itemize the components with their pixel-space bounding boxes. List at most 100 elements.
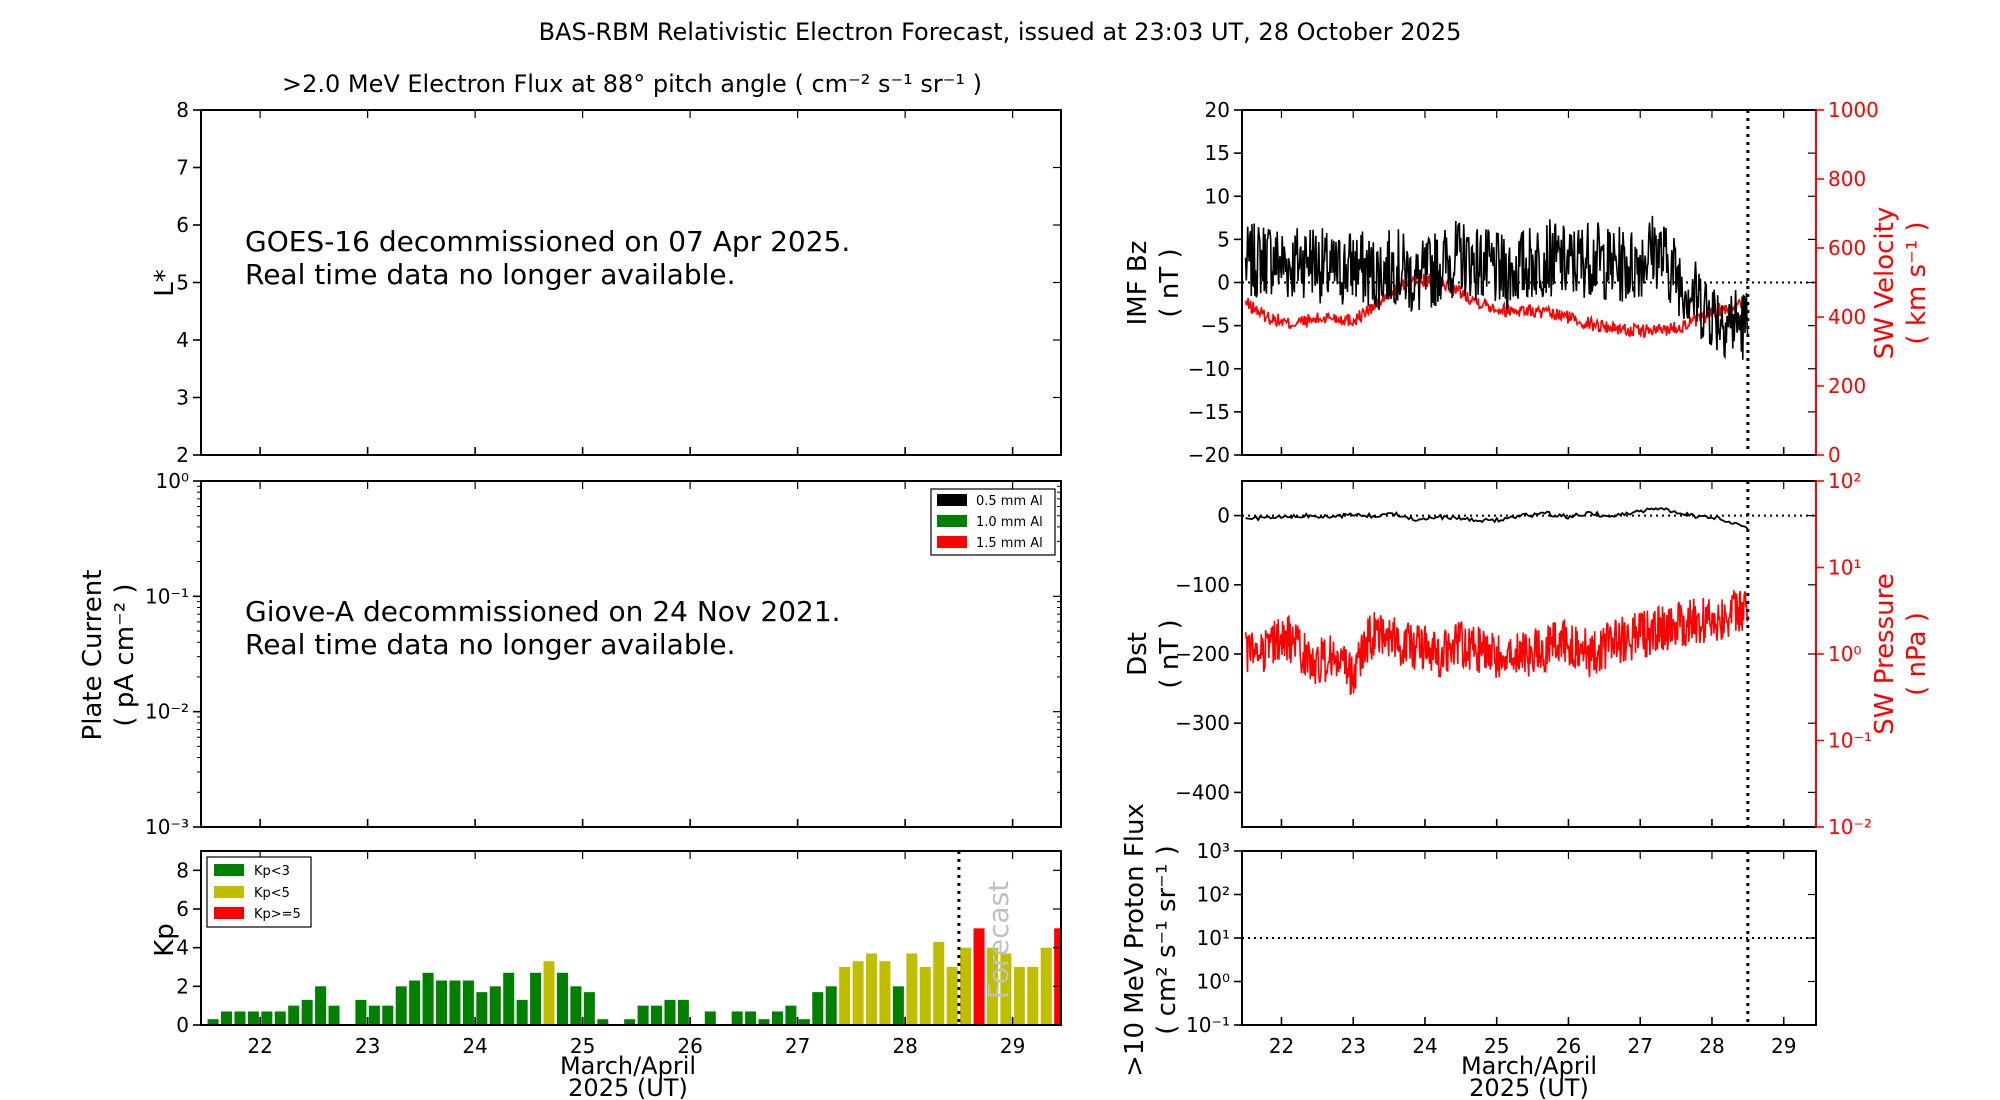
kp-bar — [1013, 967, 1025, 1025]
y-tick-label: −15 — [1188, 400, 1230, 424]
y-tick-label: 10⁻¹ — [1186, 1013, 1230, 1037]
legend-label-1.0mm: 1.0 mm Al — [976, 515, 1043, 530]
kp-bar — [368, 1005, 380, 1025]
x-tick-label: 22 — [1269, 1034, 1294, 1058]
x-tick-label: 27 — [785, 1034, 810, 1058]
kp-bar — [651, 1005, 663, 1025]
kp-xlabel-line1: March/April — [560, 1052, 696, 1080]
kp-bar — [503, 972, 515, 1025]
kp-bar — [785, 1005, 797, 1025]
y2-tick-label: 10¹ — [1828, 556, 1861, 580]
proton-xlabel-line2: 2025 (UT) — [1469, 1074, 1589, 1100]
y2-tick-label: 0 — [1828, 443, 1841, 467]
y-tick-label: 15 — [1205, 141, 1230, 165]
kp-legend: Kp<3 Kp<5 Kp>=5 — [206, 856, 312, 928]
x-tick-label: 23 — [1340, 1034, 1365, 1058]
kp-bar — [449, 980, 461, 1025]
imf-panel: IMF Bz ( nT ) SW Velocity ( km s⁻¹ ) 20 1… — [1123, 98, 1932, 467]
x-tick-label: 29 — [1771, 1034, 1796, 1058]
x-tick-label: 27 — [1627, 1034, 1652, 1058]
kp-xlabel-line2: 2025 (UT) — [568, 1074, 688, 1100]
y-tick-label: −400 — [1175, 780, 1230, 804]
legend-swatch-1.5mm — [937, 536, 967, 548]
y-tick-label: 10⁰ — [1197, 970, 1230, 994]
proton-flux-panel: >10 MeV Proton Flux ( cm² s⁻¹ sr⁻¹ ) 10³… — [1120, 803, 1817, 1100]
legend-swatch-1.0mm — [937, 515, 967, 527]
plate-current-ylabel-line2: ( pA cm⁻² ) — [110, 583, 140, 726]
y-tick-label: 2 — [176, 443, 189, 467]
kp-bar — [355, 999, 367, 1025]
kp-legend-swatch-high — [214, 907, 244, 919]
kp-forecast-label: Forecast — [982, 881, 1015, 1000]
y2-tick-label: 200 — [1828, 374, 1866, 398]
kp-bar — [704, 1011, 716, 1025]
y-tick-label: 2 — [176, 974, 189, 998]
plate-current-annotation-line2: Real time data no longer available. — [245, 628, 736, 661]
kp-bar — [301, 999, 313, 1025]
figure-title: BAS-RBM Relativistic Electron Forecast, … — [539, 18, 1462, 46]
kp-bar — [207, 1019, 219, 1025]
y-tick-label: 6 — [176, 213, 189, 237]
x-tick-label: 25 — [570, 1034, 595, 1058]
y2-tick-label: 10⁰ — [1828, 642, 1861, 666]
x-tick-label: 26 — [1556, 1034, 1581, 1058]
y-tick-label: −5 — [1201, 314, 1230, 338]
y2-tick-label: 10⁻¹ — [1828, 729, 1872, 753]
kp-bar — [879, 961, 891, 1025]
kp-bar — [839, 967, 851, 1025]
kp-legend-label-low: Kp<3 — [254, 864, 290, 879]
dst-ylabel-line1: Dst — [1123, 632, 1153, 676]
kp-bar — [758, 1019, 770, 1025]
kp-bar — [570, 986, 582, 1025]
kp-bar — [919, 967, 931, 1025]
electron-flux-panel: >2.0 MeV Electron Flux at 88° pitch angl… — [150, 70, 1062, 467]
kp-bar — [677, 999, 689, 1025]
x-tick-label: 24 — [462, 1034, 487, 1058]
kp-bar — [973, 928, 985, 1025]
x-tick-label: 29 — [1000, 1034, 1025, 1058]
y2-tick-label: 10⁻² — [1828, 815, 1872, 839]
x-tick-label: 28 — [892, 1034, 917, 1058]
kp-bar — [812, 992, 824, 1025]
y-tick-label: 10⁰ — [156, 469, 189, 493]
x-tick-label: 25 — [1484, 1034, 1509, 1058]
y-tick-label: 7 — [176, 156, 189, 180]
electron-flux-plot-area — [200, 109, 1062, 456]
x-tick-label: 23 — [355, 1034, 380, 1058]
y-tick-label: −20 — [1188, 443, 1230, 467]
legend-swatch-0.5mm — [937, 494, 967, 506]
y2-tick-label: 10² — [1828, 469, 1861, 493]
imf-ylabel-line1: IMF Bz — [1123, 241, 1153, 326]
electron-flux-annotation-line2: Real time data no longer available. — [245, 258, 736, 291]
x-tick-label: 24 — [1412, 1034, 1437, 1058]
imf-bz-line — [1244, 215, 1749, 360]
kp-legend-swatch-low — [214, 864, 244, 876]
sw-velocity-ylabel-line1: SW Velocity — [1870, 207, 1900, 359]
kp-bar — [543, 961, 555, 1025]
y-tick-label: −100 — [1175, 573, 1230, 597]
kp-bar — [906, 953, 918, 1025]
imf-ylabel-line2: ( nT ) — [1155, 248, 1185, 317]
kp-bar — [986, 947, 998, 1025]
plate-current-ylabel-line1: Plate Current — [78, 570, 108, 741]
y2-tick-label: 400 — [1828, 305, 1866, 329]
electron-flux-ylabel: L* — [150, 269, 180, 297]
y2-tick-label: 800 — [1828, 167, 1866, 191]
kp-bar — [221, 1011, 233, 1025]
kp-bar — [436, 980, 448, 1025]
kp-bar — [1027, 967, 1039, 1025]
y-tick-label: −300 — [1175, 711, 1230, 735]
kp-bar — [637, 1005, 649, 1025]
electron-flux-title: >2.0 MeV Electron Flux at 88° pitch angl… — [282, 70, 982, 98]
kp-bar — [1040, 947, 1052, 1025]
y2-tick-label: 600 — [1828, 236, 1866, 260]
kp-bar — [1000, 953, 1012, 1025]
y-tick-label: −200 — [1175, 642, 1230, 666]
kp-plot-area — [201, 851, 1061, 1025]
kp-bar — [247, 1011, 259, 1025]
y-tick-label: 0 — [176, 1013, 189, 1037]
kp-bar — [409, 980, 421, 1025]
y-tick-label: −10 — [1188, 357, 1230, 381]
y-tick-label: 10 — [1205, 184, 1230, 208]
